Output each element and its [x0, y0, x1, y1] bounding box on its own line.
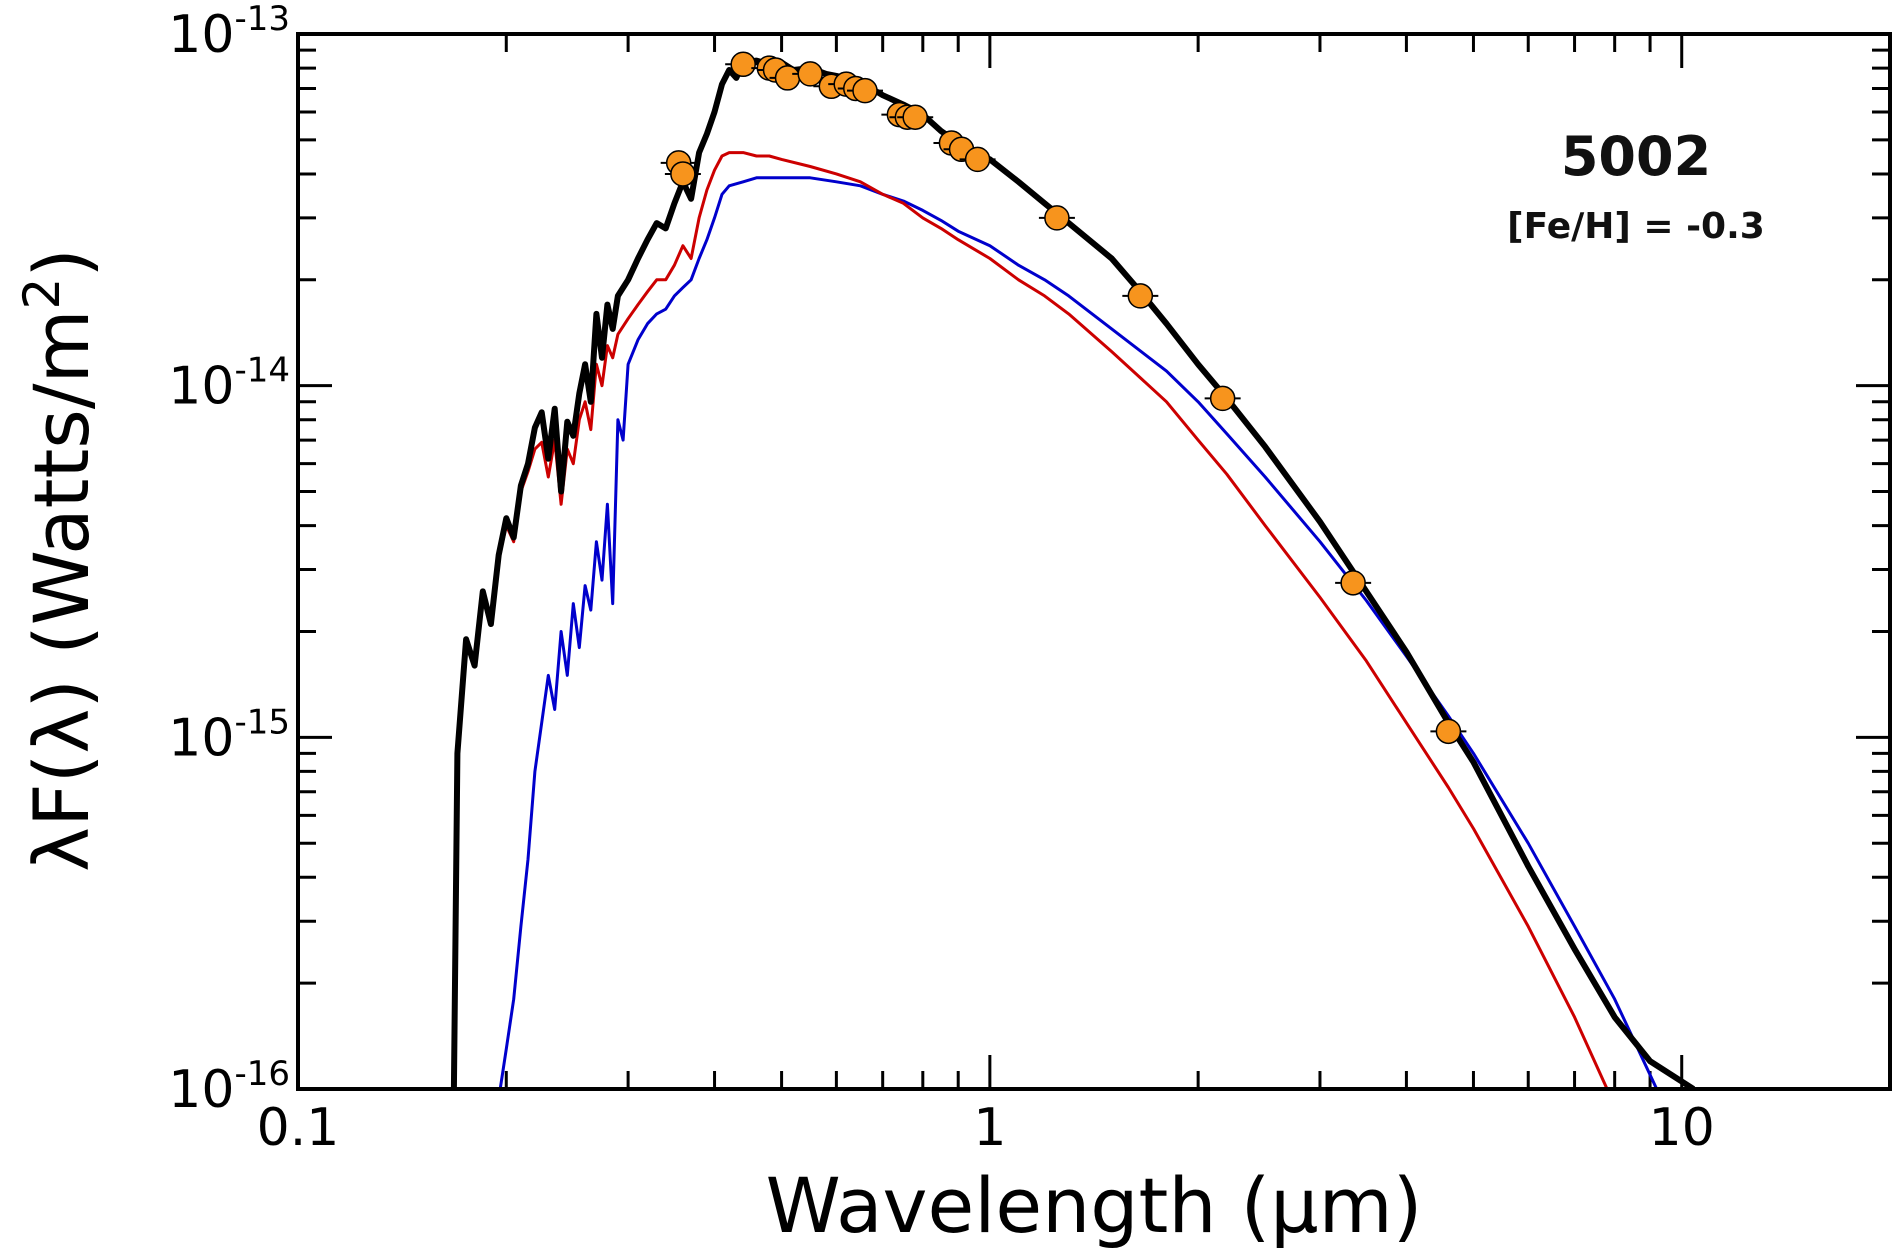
axis-ticks	[296, 34, 1892, 1091]
metallicity-label: [Fe/H] = -0.3	[1507, 206, 1765, 247]
y-tick-exponent: -13	[234, 0, 290, 39]
photometry-point	[1340, 570, 1366, 596]
plot-frame	[296, 32, 1892, 1091]
x-tick-label: 1	[973, 1098, 1006, 1158]
photometry-point	[1044, 205, 1070, 231]
y-tick-label: 10-15	[168, 702, 290, 768]
y-tick-exponent: -14	[234, 351, 290, 391]
y-tick-label: 10-16	[168, 1054, 290, 1120]
y-tick-base: 10	[168, 5, 234, 65]
x-axis-title: Wavelength (μm)	[766, 1161, 1423, 1250]
y-tick-label: 10-13	[168, 0, 290, 65]
photometry-point	[1127, 283, 1154, 309]
y-axis-title-main: λF(λ) (Watts/m	[17, 310, 106, 872]
x-tick-label: 10	[1649, 1098, 1715, 1158]
photometry-point	[1209, 385, 1236, 412]
y-tick-base: 10	[168, 357, 234, 417]
y-axis-title-close: )	[17, 248, 106, 278]
y-axis-title: λF(λ) (Watts/m2)	[13, 248, 106, 872]
red-component-line	[452, 151, 1609, 1089]
x-tick-label: 0.1	[257, 1098, 340, 1158]
star-id-label: 5002	[1561, 125, 1711, 188]
y-tick-base: 10	[168, 708, 234, 768]
photometry-point	[774, 65, 801, 91]
y-tick-exponent: -15	[234, 702, 290, 742]
photometry-point	[964, 146, 991, 173]
photometry-point	[730, 51, 756, 78]
photometry-point	[1435, 718, 1462, 745]
photometry-point	[852, 77, 878, 104]
photometry-points	[660, 51, 1467, 745]
y-tick-exponent: -16	[234, 1054, 290, 1094]
combined-model-line	[450, 57, 1696, 1089]
photometry-point	[670, 161, 696, 187]
series-layer	[450, 57, 1696, 1089]
y-axis-title-sup: 2	[13, 278, 71, 310]
photometry-point	[902, 104, 928, 130]
y-tick-label: 10-14	[168, 351, 290, 417]
y-tick-base: 10	[168, 1060, 234, 1120]
blue-component-line	[498, 176, 1659, 1089]
photometry-point	[797, 61, 823, 87]
